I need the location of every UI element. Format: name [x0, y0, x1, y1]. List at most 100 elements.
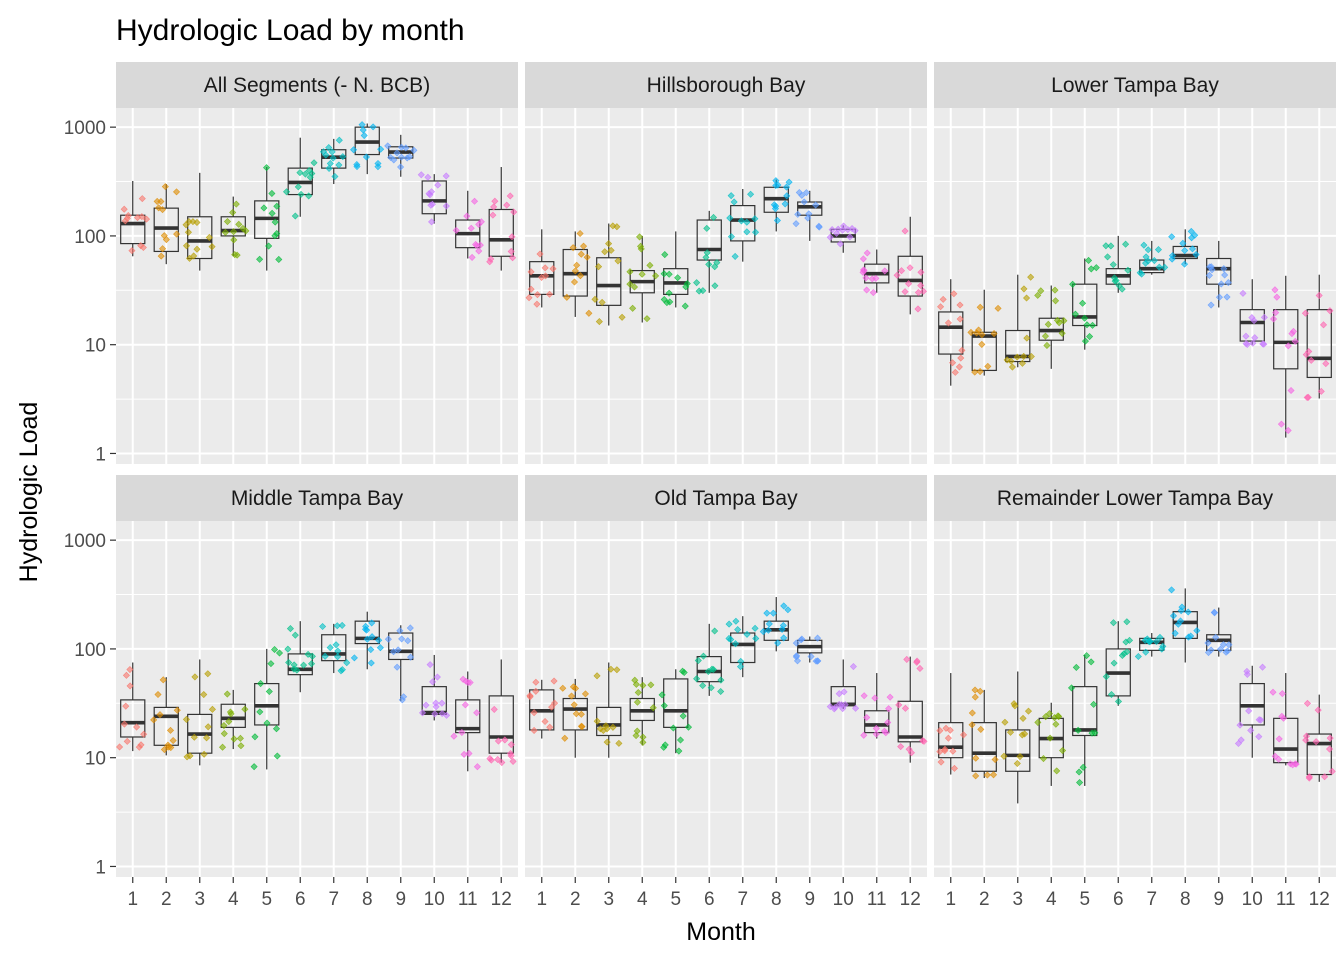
box-month-1	[937, 279, 966, 386]
jitter-point	[1156, 633, 1164, 641]
jitter-point	[256, 708, 264, 716]
jitter-point	[869, 289, 877, 297]
panel-strip	[116, 62, 518, 108]
jitter-point	[1184, 633, 1193, 641]
y-tick-label: 10	[85, 749, 106, 770]
jitter-point	[1013, 759, 1021, 768]
panel-background	[934, 108, 1336, 464]
box-month-5	[1067, 652, 1099, 787]
box-month-4	[220, 196, 250, 259]
jitter-point	[338, 666, 346, 674]
jitter-point	[301, 170, 309, 178]
jitter-point	[646, 261, 654, 269]
jitter-point	[1071, 310, 1079, 318]
jitter-point	[189, 218, 197, 226]
jitter-point	[903, 655, 911, 663]
jitter-point	[567, 692, 576, 700]
jitter-point	[936, 748, 944, 756]
jitter-point	[828, 226, 836, 234]
jitter-point	[709, 665, 718, 674]
jitter-point	[705, 260, 713, 268]
jitter-point	[990, 330, 998, 338]
jitter-point	[367, 659, 375, 667]
jitter-point	[1143, 635, 1151, 643]
jitter-point	[506, 192, 514, 200]
box-month-7	[319, 621, 351, 675]
jitter-point	[989, 771, 998, 779]
jitter-point	[783, 192, 791, 200]
jitter-point	[271, 645, 279, 654]
jitter-point	[972, 754, 980, 762]
jitter-point	[229, 208, 237, 216]
jitter-point	[609, 222, 617, 230]
jitter-point	[683, 280, 691, 288]
jitter-point	[442, 172, 450, 180]
box-iqr	[220, 703, 246, 728]
jitter-point	[1314, 706, 1322, 714]
jitter-point	[466, 678, 474, 687]
jitter-point	[226, 708, 234, 716]
jitter-point	[1076, 779, 1084, 787]
jitter-point	[1089, 321, 1097, 329]
jitter-point	[296, 169, 304, 177]
jitter-point	[1023, 294, 1031, 302]
jitter-point	[880, 727, 888, 735]
jitter-point	[782, 183, 791, 191]
jitter-point	[1215, 293, 1223, 301]
jitter-point	[169, 737, 177, 745]
jitter-point	[1302, 732, 1311, 740]
jitter-point	[232, 200, 240, 208]
jitter-point	[310, 159, 318, 167]
jitter-point	[220, 722, 228, 730]
jitter-point	[275, 649, 284, 657]
jitter-point	[914, 305, 922, 313]
x-tick-label: 10	[1242, 889, 1263, 910]
jitter-point	[1019, 714, 1027, 722]
jitter-point	[260, 204, 268, 212]
box-month-8	[1168, 586, 1201, 663]
jitter-point	[717, 676, 725, 684]
jitter-point	[831, 703, 839, 711]
jitter-point	[658, 691, 666, 699]
jitter-point	[200, 691, 208, 699]
box-month-5	[250, 645, 284, 771]
jitter-point	[897, 267, 906, 275]
box-month-11	[1269, 673, 1300, 769]
jitter-point	[350, 654, 358, 662]
jitter-point	[976, 303, 984, 311]
jitter-point	[958, 346, 966, 354]
jitter-point	[486, 258, 494, 266]
jitter-point	[835, 690, 843, 698]
jitter-point	[603, 725, 611, 733]
jitter-point	[374, 163, 382, 171]
jitter-point	[322, 151, 330, 159]
jitter-point	[268, 189, 276, 198]
jitter-point	[976, 687, 984, 695]
jitter-point	[699, 652, 707, 660]
jitter-point	[800, 198, 808, 206]
jitter-point	[1018, 359, 1026, 367]
box-month-3	[182, 172, 216, 271]
box-month-1	[116, 662, 148, 752]
x-tick-label: 4	[637, 889, 648, 910]
jitter-point	[593, 672, 601, 680]
jitter-point	[501, 736, 509, 744]
jitter-point	[848, 225, 856, 233]
jitter-point	[950, 290, 958, 298]
jitter-point	[955, 363, 963, 371]
box-month-3	[593, 662, 623, 758]
jitter-point	[204, 670, 212, 678]
box-month-3	[1003, 273, 1035, 371]
x-tick-label: 6	[295, 889, 306, 910]
jitter-point	[424, 173, 432, 181]
jitter-point	[1180, 260, 1189, 268]
box-month-12	[893, 216, 928, 315]
box-month-12	[486, 659, 517, 767]
jitter-point	[140, 730, 148, 738]
box-month-11	[450, 671, 481, 772]
jitter-point	[235, 220, 243, 228]
jitter-point	[937, 303, 945, 311]
jitter-point	[142, 215, 151, 223]
x-tick-label: 3	[603, 889, 614, 910]
jitter-point	[418, 709, 427, 717]
